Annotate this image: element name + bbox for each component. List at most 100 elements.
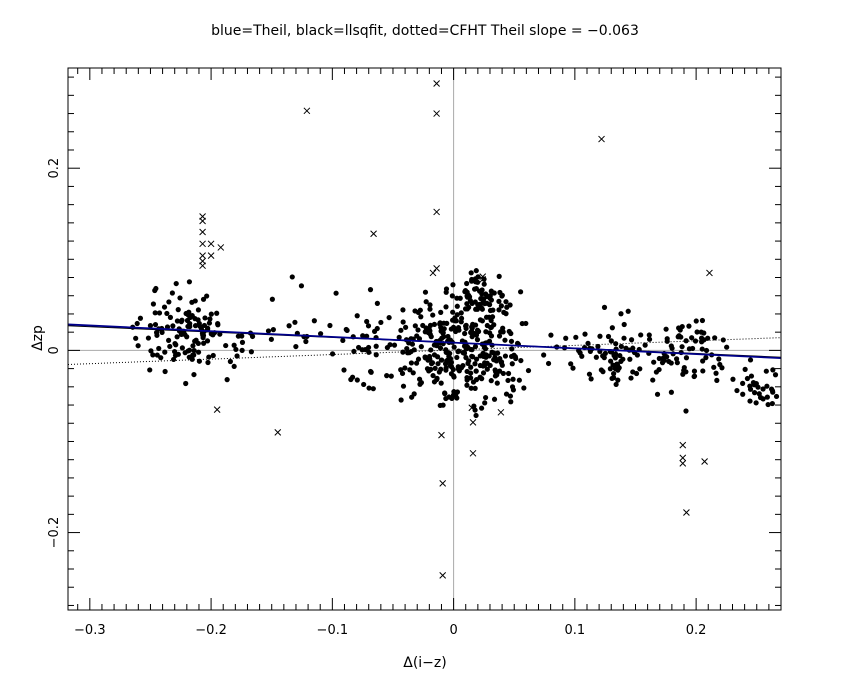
data-point: [427, 356, 433, 362]
data-point: [471, 330, 477, 337]
data-point: [600, 353, 606, 359]
data-point: [409, 394, 415, 400]
data-point: [373, 352, 379, 358]
data-point: [429, 360, 436, 366]
data-point: [177, 295, 183, 301]
outlier-point: [199, 217, 206, 225]
data-point: [179, 317, 185, 323]
data-point: [473, 412, 479, 419]
data-point: [773, 393, 780, 400]
data-point: [747, 386, 754, 392]
data-point: [265, 328, 272, 334]
data-point: [412, 308, 418, 314]
data-point: [734, 387, 740, 394]
data-point: [434, 376, 440, 383]
data-point: [162, 349, 168, 355]
outlier-point: [207, 252, 215, 260]
data-point: [699, 339, 705, 345]
data-point: [489, 349, 495, 355]
data-point: [712, 335, 718, 341]
data-point: [720, 337, 726, 343]
data-point: [329, 351, 336, 357]
data-point: [525, 367, 532, 374]
data-point: [481, 276, 487, 282]
data-point: [473, 268, 479, 274]
data-point: [621, 321, 627, 328]
data-point: [449, 293, 455, 299]
data-point: [480, 370, 487, 376]
data-point: [628, 337, 635, 343]
data-point: [498, 329, 504, 335]
data-point: [676, 325, 682, 331]
data-point: [484, 293, 491, 300]
data-point: [191, 371, 197, 378]
data-point: [638, 332, 644, 338]
data-point: [468, 385, 474, 391]
data-point: [450, 366, 456, 373]
data-point: [481, 281, 487, 287]
data-point: [432, 365, 438, 371]
data-point: [468, 270, 474, 276]
outlier-point: [433, 110, 440, 117]
data-point: [610, 362, 616, 368]
data-point: [364, 333, 370, 339]
data-point: [627, 356, 633, 362]
data-point: [700, 368, 706, 374]
data-point: [214, 310, 220, 316]
data-point: [495, 350, 501, 356]
data-point: [633, 370, 640, 377]
data-point: [178, 331, 185, 337]
data-point: [742, 366, 748, 372]
data-point: [420, 322, 426, 329]
outlier-point: [497, 408, 505, 416]
data-point: [764, 394, 770, 400]
data-point: [666, 358, 672, 365]
chart-title: blue=Theil, black=llsqfit, dotted=CFHT T…: [211, 23, 639, 39]
data-point: [445, 333, 451, 340]
fit-lines: [67, 323, 782, 366]
data-point: [683, 355, 690, 361]
data-point: [468, 364, 474, 370]
data-point: [475, 302, 481, 308]
data-point: [462, 330, 468, 337]
data-point: [496, 307, 502, 313]
data-point: [457, 295, 463, 301]
data-point: [195, 349, 202, 355]
data-point: [744, 375, 751, 382]
data-point: [450, 282, 456, 288]
data-point: [472, 407, 478, 413]
data-point: [195, 317, 201, 323]
data-point: [147, 367, 153, 373]
data-point: [545, 360, 552, 367]
data-point: [152, 321, 159, 328]
outlier-point: [469, 418, 477, 426]
data-point: [491, 290, 497, 296]
data-point: [161, 304, 168, 310]
data-point: [490, 307, 496, 313]
data-point: [193, 337, 199, 343]
data-point: [751, 390, 758, 396]
data-point: [205, 325, 211, 331]
data-point: [156, 345, 162, 352]
data-point: [374, 300, 380, 306]
data-point: [436, 369, 442, 375]
data-point: [518, 357, 524, 364]
data-point: [148, 348, 154, 354]
data-point: [717, 361, 723, 368]
data-point: [765, 401, 771, 408]
data-point: [368, 369, 374, 375]
data-point: [730, 376, 736, 382]
data-point: [195, 307, 202, 313]
data-point: [191, 352, 197, 358]
data-point: [509, 346, 515, 352]
data-point: [464, 301, 470, 307]
data-point: [625, 308, 631, 314]
data-point: [458, 315, 465, 321]
data-point: [402, 365, 408, 371]
outlier-point: [217, 244, 225, 251]
data-point: [650, 377, 656, 383]
data-point: [711, 364, 717, 370]
data-point: [150, 352, 156, 358]
data-point: [703, 355, 709, 361]
data-point: [463, 346, 469, 352]
